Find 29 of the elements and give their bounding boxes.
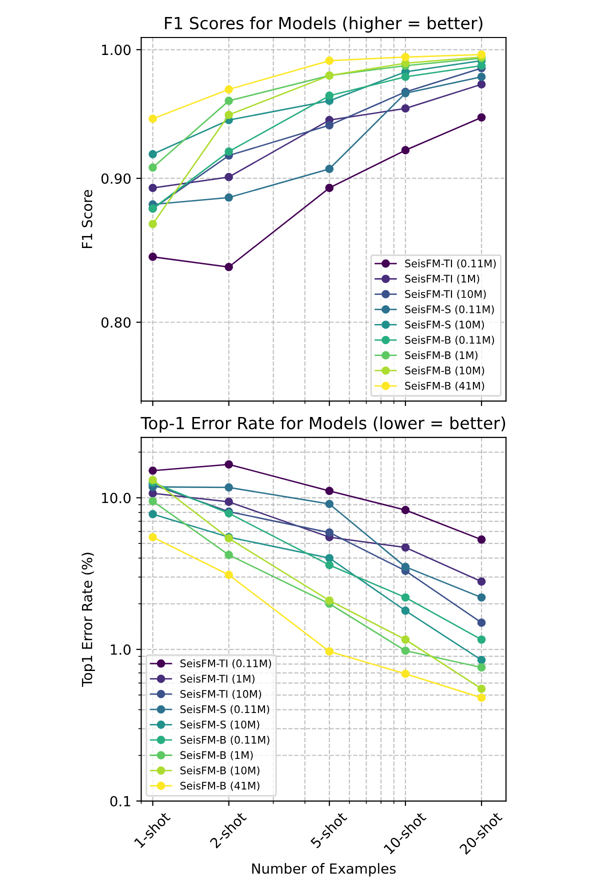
legend-label: SeisFM-TI (1M) (180, 674, 254, 684)
legend-label: SeisFM-TI (0.11M) (405, 259, 496, 269)
y-tick-label: 1.0 (110, 644, 131, 655)
y-tick-label: 0.90 (101, 173, 131, 184)
legend-label: SeisFM-B (1M) (405, 351, 478, 360)
y-tick-label: 10.0 (102, 492, 131, 504)
x-axis-title: Number of Examples (252, 863, 396, 876)
legend-label: SeisFM-S (0.11M) (405, 305, 494, 314)
legend-label: SeisFM-B (41M) (405, 382, 484, 391)
legend-label: SeisFM-S (10M) (180, 720, 260, 730)
y-axis-title: F1 Score (82, 190, 92, 248)
legend-label: SeisFM-B (1M) (180, 750, 253, 760)
legend-label: SeisFM-TI (1M) (405, 274, 480, 284)
chart-title: Top-1 Error Rate for Models (lower = better) (140, 416, 506, 433)
legend-label: SeisFM-TI (10M) (405, 290, 486, 300)
legend-label: SeisFM-S (0.11M) (180, 705, 270, 714)
y-tick-label: 1.00 (102, 44, 131, 56)
y-tick-label: 0.80 (101, 317, 131, 328)
legend-label: SeisFM-TI (10M) (180, 690, 262, 700)
legend-label: SeisFM-B (10M) (180, 766, 260, 776)
legend-label: SeisFM-B (41M) (180, 782, 260, 791)
legend-label: SeisFM-B (10M) (405, 366, 484, 376)
y-tick-label: 0.1 (110, 796, 130, 806)
legend-label: SeisFM-B (0.11M) (180, 736, 270, 745)
legend-label: SeisFM-TI (0.11M) (180, 659, 272, 669)
legend-label: SeisFM-S (10M) (405, 320, 484, 330)
y-axis-title: Top1 Error Rate (%) (82, 552, 95, 687)
chart-title: F1 Scores for Models (higher = better) (165, 16, 482, 33)
legend-label: SeisFM-B (0.11M) (405, 336, 494, 346)
